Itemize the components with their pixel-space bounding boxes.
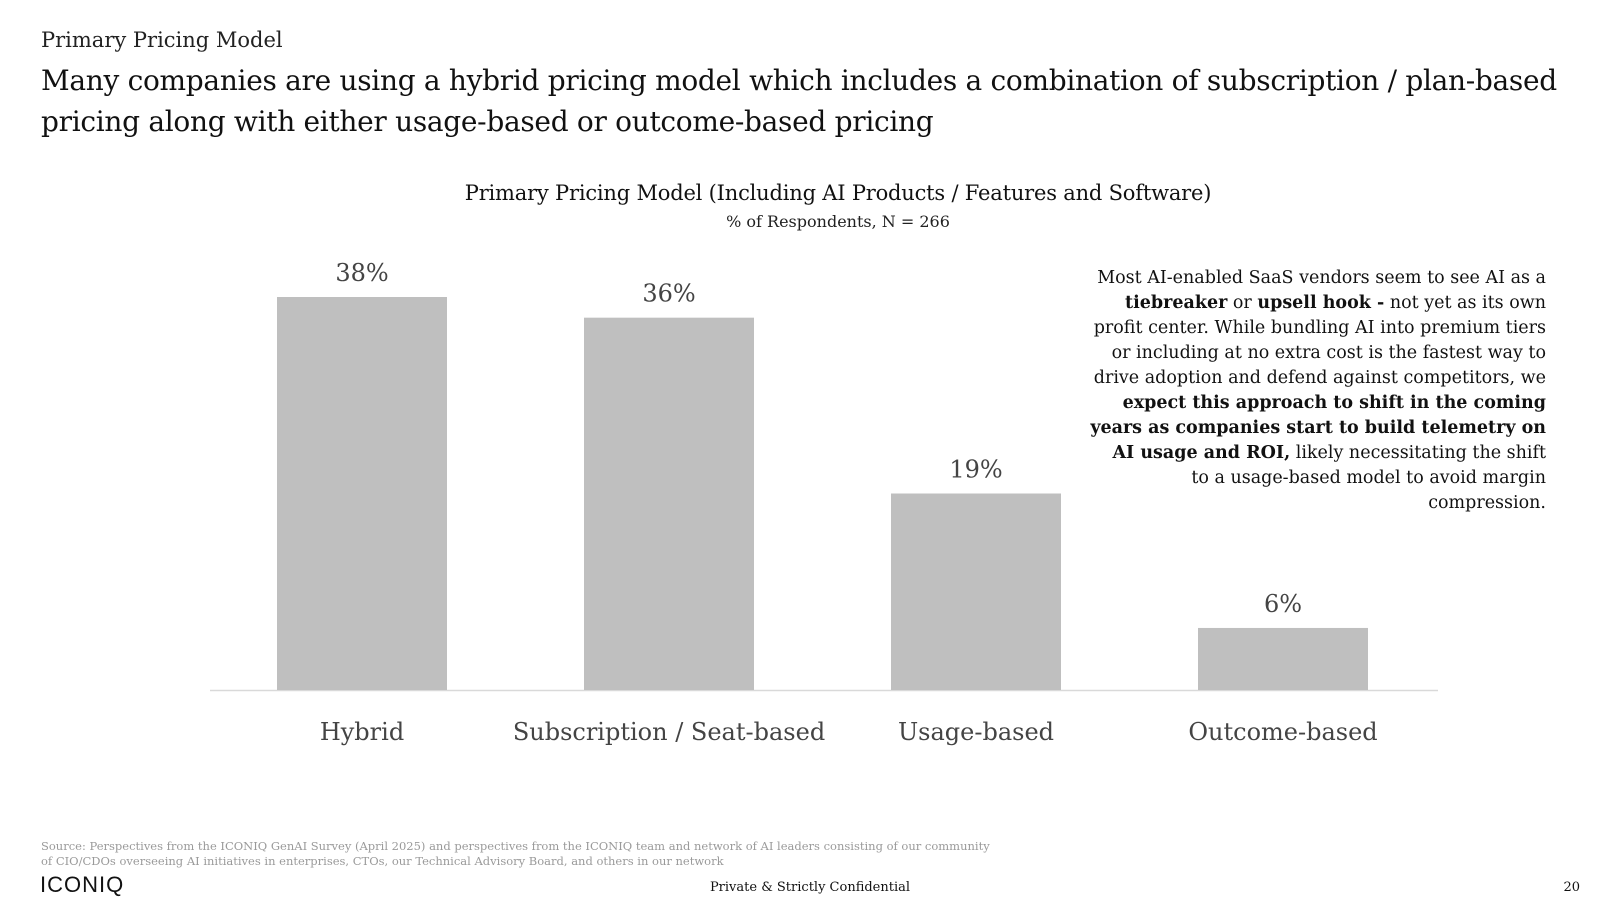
annotation-bold-3: expect this approach to shift in the com… [1090, 393, 1546, 463]
chart-subtitle: % of Respondents, N = 266 [726, 212, 950, 231]
annotation-text-4: likely necessitating the shift to a usag… [1191, 443, 1546, 513]
chart-title: Primary Pricing Model (Including AI Prod… [464, 181, 1212, 205]
annotation-text-3: not yet as its own profit center. While … [1093, 293, 1546, 388]
iconiq-logo: ICONIQ [40, 872, 125, 897]
page-headline: Many companies are using a hybrid pricin… [41, 64, 1557, 138]
annotation-text-1: Most AI-enabled SaaS vendors seem to see… [1097, 268, 1546, 288]
bar-0 [277, 297, 447, 690]
source-note: Source: Perspectives from the ICONIQ Gen… [41, 839, 990, 868]
chart-annotation: Most AI-enabled SaaS vendors seem to see… [1090, 266, 1546, 516]
bar-2 [891, 493, 1061, 690]
annotation-bold-2: upsell hook - [1257, 293, 1385, 313]
confidentiality-note: Private & Strictly Confidential [709, 880, 911, 895]
bar-1 [584, 317, 754, 690]
category-label-2: Usage-based [898, 718, 1054, 746]
data-label-0: 38% [335, 259, 388, 287]
bar-3 [1198, 627, 1368, 690]
annotation-text-2: or [1227, 293, 1258, 313]
data-label-2: 19% [949, 456, 1002, 484]
data-label-1: 36% [642, 280, 695, 308]
category-label-1: Subscription / Seat-based [513, 718, 825, 746]
section-label: Primary Pricing Model [41, 28, 283, 52]
page-number: 20 [1563, 880, 1580, 895]
annotation-bold-1: tiebreaker [1125, 293, 1228, 313]
category-label-3: Outcome-based [1188, 718, 1377, 746]
data-label-3: 6% [1264, 590, 1302, 618]
category-label-0: Hybrid [320, 718, 404, 746]
